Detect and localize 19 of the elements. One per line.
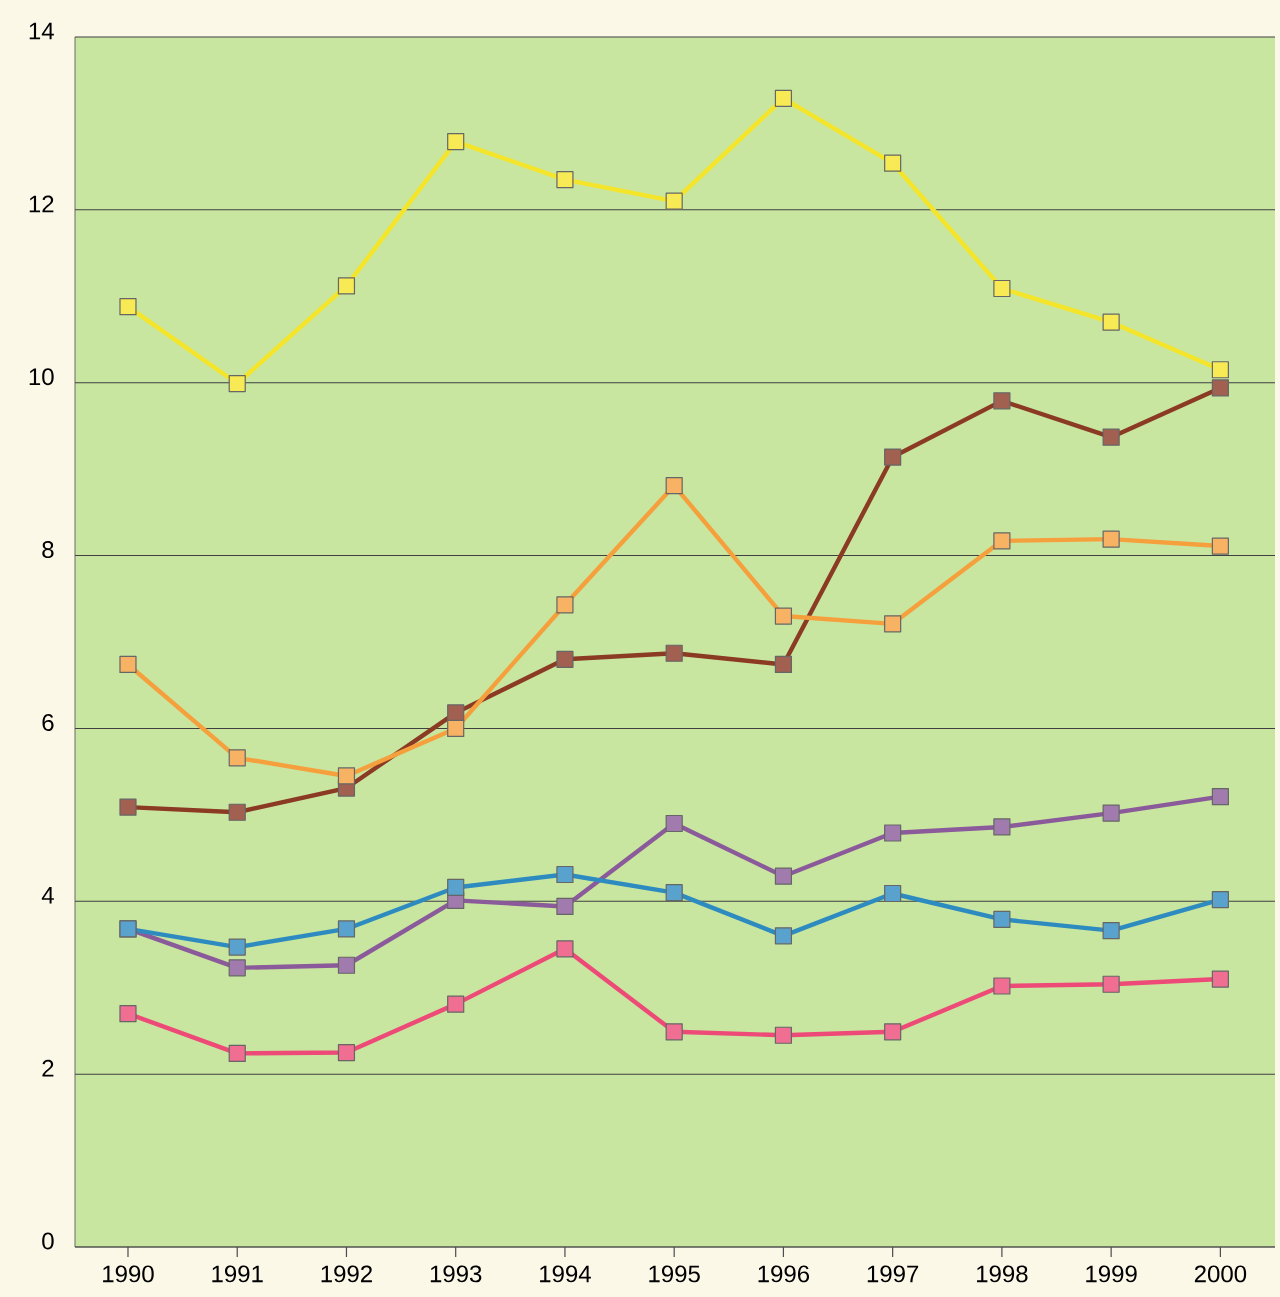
y-tick-label: 2	[42, 1059, 54, 1077]
x-tick-label: 1999	[1086, 1265, 1137, 1283]
x-tick-label: 1992	[321, 1265, 372, 1283]
y-tick-label: 14	[29, 22, 54, 40]
y-tick-label: 6	[42, 713, 54, 731]
y-tick-label: 12	[29, 195, 54, 213]
x-tick-label: 1994	[540, 1265, 591, 1283]
y-tick-label: 4	[41, 887, 54, 904]
y-tick-label: 8	[42, 541, 54, 559]
y-tick-label: 10	[29, 368, 54, 386]
x-tick-label: 1996	[758, 1265, 810, 1283]
y-tick-label: 0	[42, 1232, 54, 1250]
x-tick-label: 1997	[867, 1265, 919, 1283]
x-tick-label: 1998	[977, 1265, 1028, 1283]
x-tick-label: 1995	[649, 1265, 700, 1283]
x-tick-label: 1991	[212, 1265, 263, 1283]
x-tick-label: 1990	[103, 1265, 154, 1283]
x-tick-label: 1993	[430, 1265, 482, 1283]
x-tick-label: 2000	[1194, 1265, 1247, 1283]
